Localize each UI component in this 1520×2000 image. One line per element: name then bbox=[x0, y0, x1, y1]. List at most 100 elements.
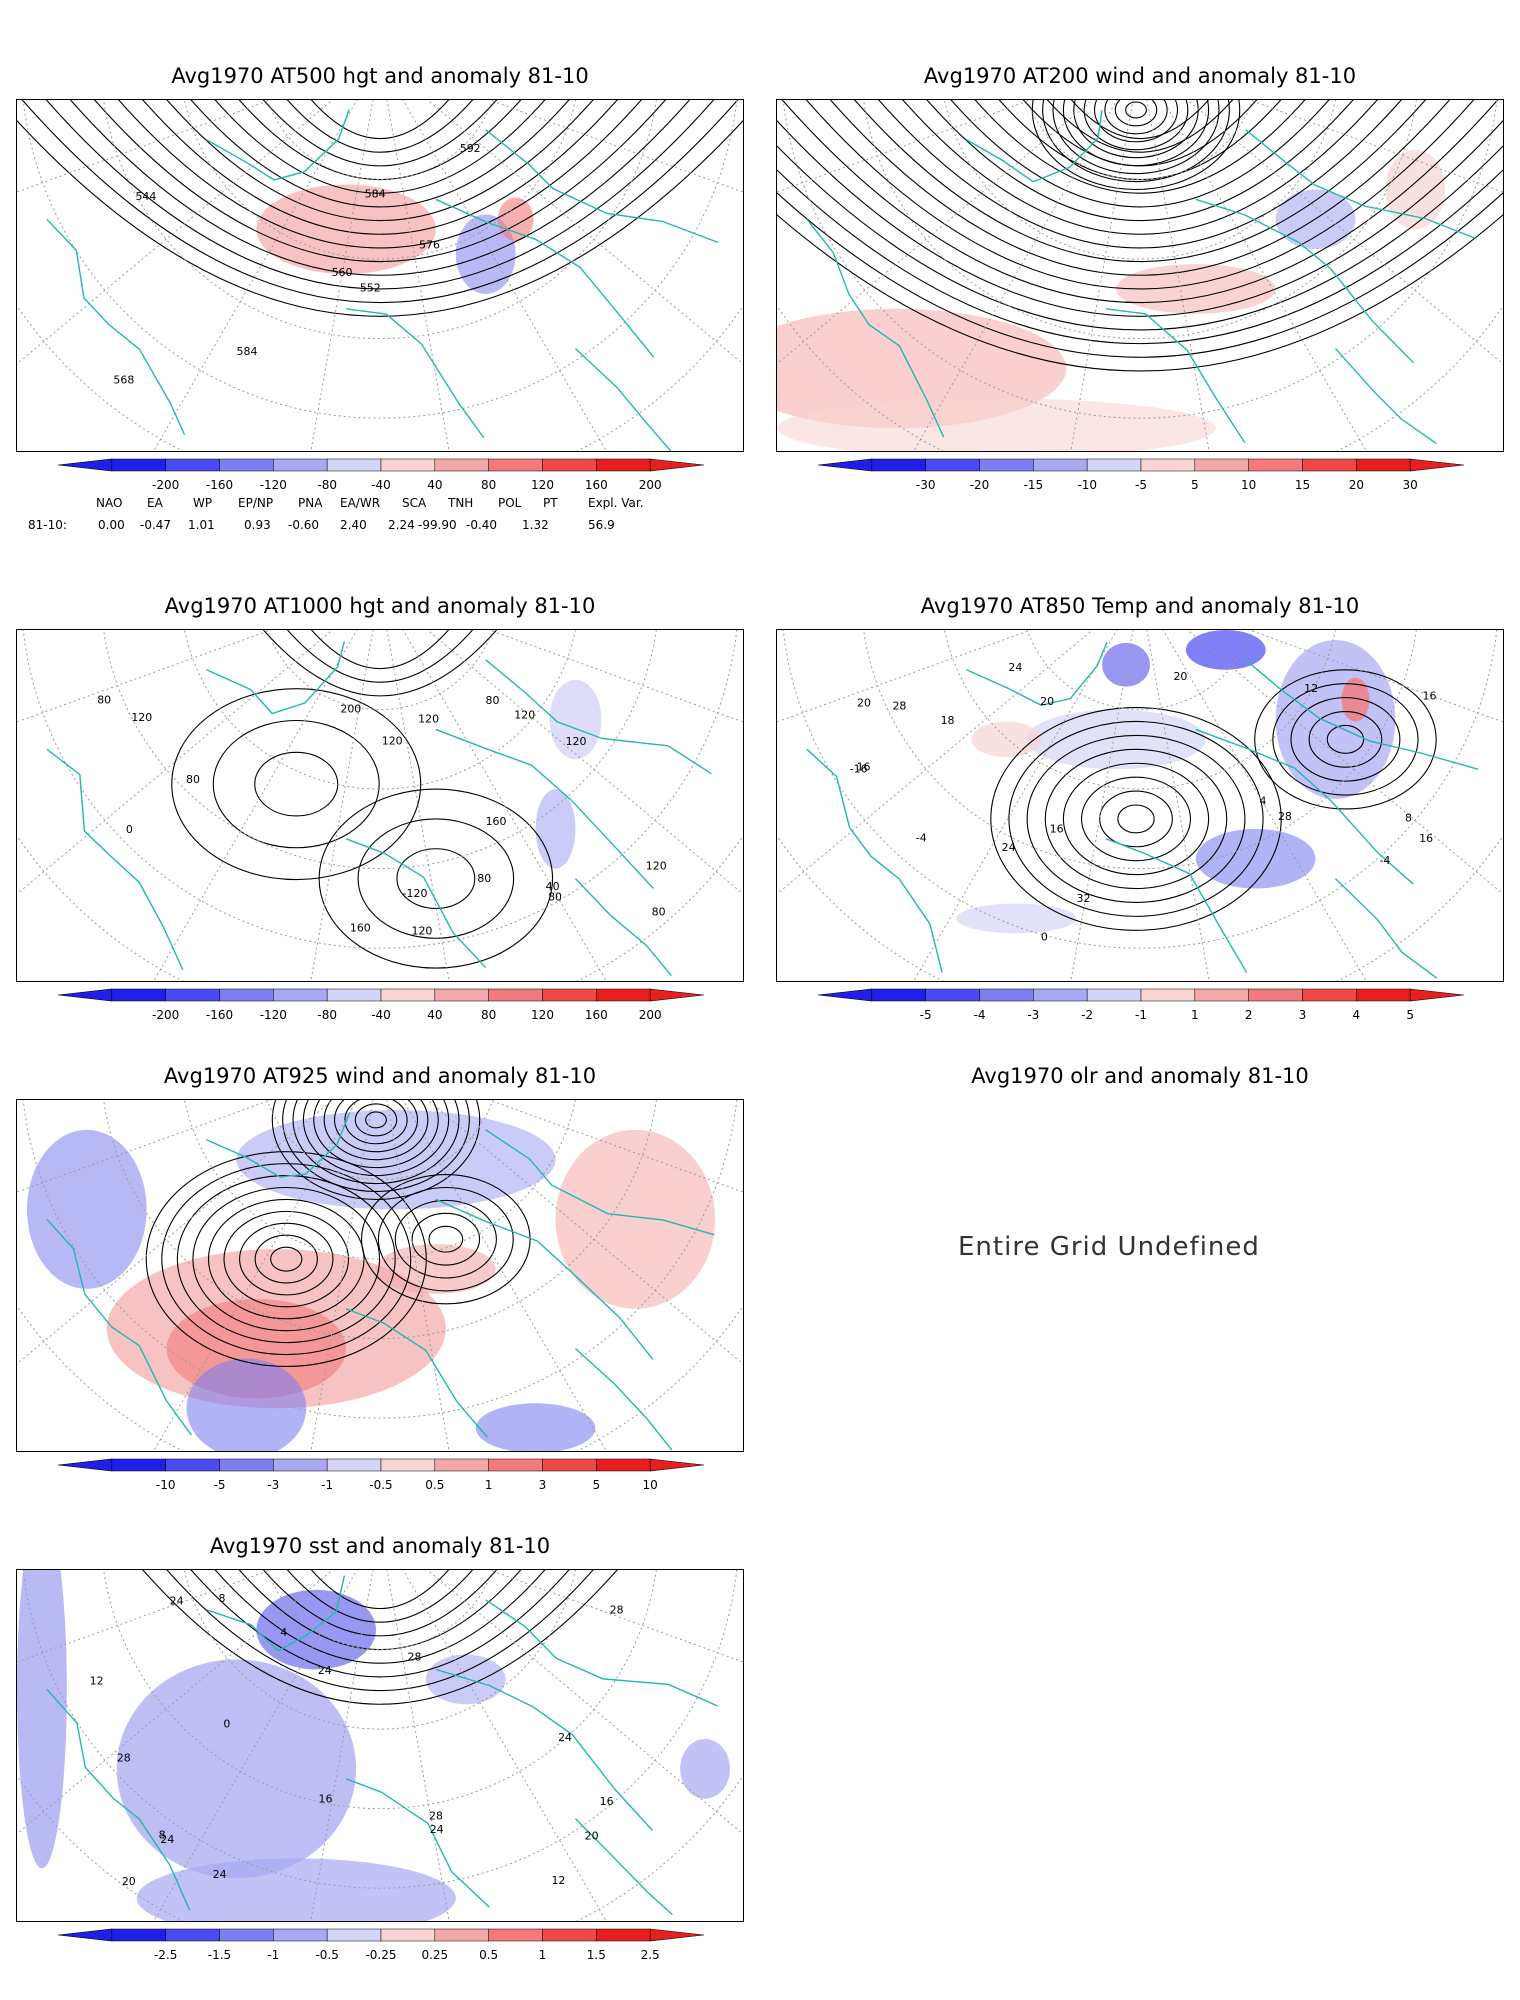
coastline bbox=[1195, 198, 1415, 364]
colorbar-tick-label: 1 bbox=[1191, 1008, 1199, 1022]
colorbar-segment bbox=[488, 1458, 543, 1472]
colorbar-segment bbox=[488, 458, 543, 472]
contour-label: 0 bbox=[1041, 931, 1048, 944]
colorbar-tick-label: -200 bbox=[152, 478, 179, 492]
anomaly-shading bbox=[549, 679, 602, 760]
anomaly-shading bbox=[1341, 677, 1370, 722]
colorbar-arrow bbox=[649, 1928, 705, 1942]
coastline bbox=[46, 1688, 191, 1911]
anomaly-shading bbox=[1185, 630, 1266, 670]
colorbar-tick-label: -200 bbox=[152, 1008, 179, 1022]
colorbar-tick-label: -0.25 bbox=[365, 1948, 396, 1962]
coastline bbox=[806, 218, 945, 438]
colorbar-segment bbox=[596, 1458, 651, 1472]
contour-label: 20 bbox=[585, 1829, 599, 1842]
indices-header-row: NAO EA WP EP/NP PNA EA/WR SCA TNH POL PT… bbox=[0, 496, 760, 512]
contour-label: 584 bbox=[365, 188, 386, 201]
colorbar-tick-label: -10 bbox=[156, 1478, 176, 1492]
anomaly-shading bbox=[956, 903, 1077, 934]
coastline bbox=[435, 1668, 653, 1831]
map-panel-psst: 28 24 0 4 8 12 16 20 24 8 12 16 20 24 28 28 28 24 24 24 bbox=[16, 1569, 744, 1922]
contour-line bbox=[1062, 762, 1210, 876]
contour-line bbox=[142, 100, 618, 235]
contour-label: 8 bbox=[218, 1592, 225, 1605]
colorbar-segment bbox=[1248, 988, 1303, 1002]
index-header: TNH bbox=[448, 496, 474, 510]
colorbar-psst: -2.5 -1.5 -1 -0.5 -0.25 0.25 0.5 1 1.5 2.5 bbox=[57, 1927, 705, 1971]
coastlines bbox=[46, 641, 712, 977]
contour-line bbox=[302, 1100, 450, 1177]
colorbar-tick-label: 80 bbox=[481, 478, 496, 492]
contour-line bbox=[1081, 776, 1192, 862]
contour-line bbox=[377, 1186, 514, 1292]
index-value: 0.00 bbox=[98, 518, 125, 532]
coastline bbox=[485, 1129, 715, 1236]
colorbar-tick-label: 3 bbox=[539, 1478, 547, 1492]
contour-label: 20 bbox=[1040, 695, 1054, 708]
contour-line bbox=[262, 1570, 498, 1637]
latitude-circle bbox=[22, 100, 738, 419]
contour-line bbox=[118, 100, 642, 249]
coastline bbox=[345, 1308, 489, 1438]
contour-label: 16 bbox=[318, 1793, 332, 1806]
meridian-line bbox=[488, 1570, 743, 1663]
colorbar-segment bbox=[542, 1458, 597, 1472]
colorbar-tick-label: 1.5 bbox=[587, 1948, 606, 1962]
map-panel-p200 bbox=[776, 99, 1504, 452]
contour-line bbox=[190, 1570, 570, 1678]
colorbar-segment bbox=[1033, 458, 1088, 472]
anomaly-shading bbox=[1385, 149, 1446, 230]
colorbar-tick-label: 10 bbox=[643, 1478, 658, 1492]
colorbar-p850: -5 -4 -3 -2 -1 1 2 3 4 5 bbox=[817, 987, 1465, 1031]
colorbar-p1000: -200 -160 -120 -80 -40 40 80 120 160 200 bbox=[57, 987, 705, 1031]
colorbar-arrow bbox=[817, 458, 873, 472]
contour-line bbox=[254, 1234, 318, 1284]
index-header: EA/WR bbox=[340, 496, 381, 510]
latitude-circle bbox=[22, 1100, 738, 1419]
anomaly-shading bbox=[535, 789, 576, 869]
coastline bbox=[1195, 728, 1414, 885]
contour-line bbox=[777, 169, 1503, 344]
contour-label: -120 bbox=[403, 887, 428, 900]
anomaly-shading bbox=[1026, 709, 1206, 770]
contour-line bbox=[171, 688, 422, 881]
contour-line bbox=[310, 100, 450, 139]
colorbar-segment bbox=[979, 988, 1034, 1002]
colorbar-segment bbox=[542, 458, 597, 472]
colorbar-tick-label: 160 bbox=[585, 478, 608, 492]
contour-label: 80 bbox=[486, 694, 500, 707]
contour-line bbox=[94, 100, 666, 262]
coastlines bbox=[46, 1113, 715, 1451]
contour-line bbox=[1044, 748, 1228, 890]
contour-line bbox=[1272, 683, 1419, 796]
contour-label: 24 bbox=[160, 1833, 174, 1846]
meridian-line bbox=[17, 1570, 272, 1663]
colorbar-segment bbox=[380, 1458, 436, 1472]
meridian-line bbox=[153, 1100, 358, 1451]
contour-label: 576 bbox=[419, 238, 440, 251]
pressure-contours bbox=[262, 630, 498, 697]
anomaly-shading bbox=[1116, 264, 1276, 314]
colorbar-tick-label: 160 bbox=[585, 1008, 608, 1022]
title-p500: Avg1970 AT500 hgt and anomaly 81-10 bbox=[171, 64, 589, 88]
contour-line bbox=[1026, 734, 1246, 903]
contour-label: -4 bbox=[1379, 854, 1390, 867]
colorbar-segment bbox=[871, 988, 926, 1002]
contour-label: 16 bbox=[1419, 832, 1433, 845]
colorbar-segment bbox=[1194, 988, 1249, 1002]
title-p850: Avg1970 AT850 Temp and anomaly 81-10 bbox=[920, 594, 1360, 618]
colorbar-tick-label: -0.5 bbox=[315, 1948, 338, 1962]
contour-line bbox=[310, 630, 450, 669]
contour-label: 8 bbox=[1405, 812, 1412, 825]
meridian-line bbox=[426, 1570, 743, 1835]
contour-line bbox=[1062, 100, 1210, 167]
anomaly-shading bbox=[455, 214, 516, 294]
coastline bbox=[435, 198, 655, 358]
contour-line bbox=[1308, 710, 1383, 768]
index-value: 56.9 bbox=[588, 518, 615, 532]
contour-line bbox=[270, 1246, 303, 1272]
colorbar-tick-label: -160 bbox=[206, 478, 233, 492]
colorbar-segment bbox=[111, 1458, 166, 1472]
contour-label: 200 bbox=[340, 702, 361, 715]
colorbar-segment bbox=[434, 1458, 489, 1472]
